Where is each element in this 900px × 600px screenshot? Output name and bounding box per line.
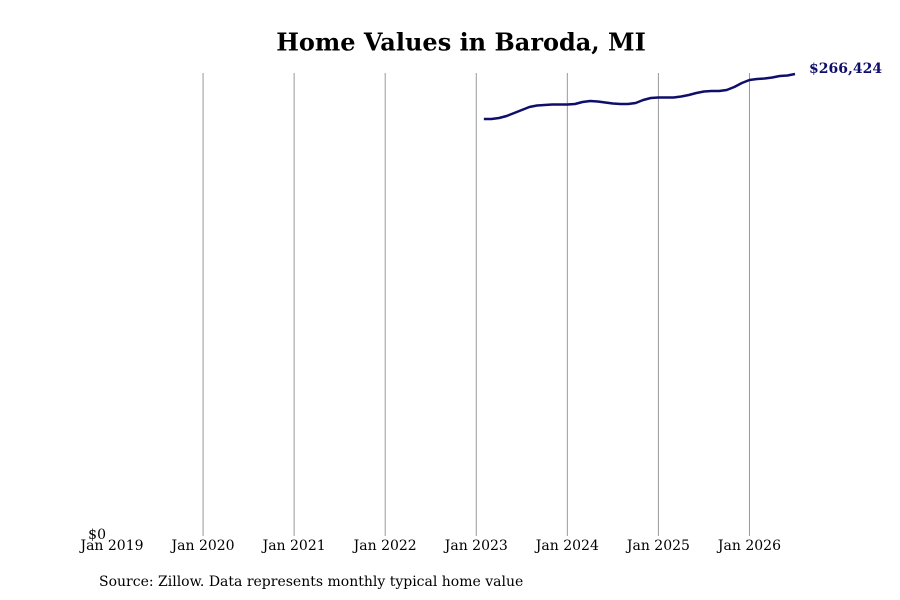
x-tick-label: Jan 2020 (170, 538, 235, 554)
chart-title: Home Values in Baroda, MI (276, 28, 646, 57)
x-tick-label: Jan 2021 (261, 538, 326, 554)
x-tick-label: Jan 2023 (443, 538, 508, 554)
y-tick-label: $0 (88, 527, 106, 543)
x-tick-label: Jan 2025 (625, 538, 690, 554)
x-tick-label: Jan 2022 (352, 538, 417, 554)
x-tick-label: Jan 2026 (716, 538, 781, 554)
source-note: Source: Zillow. Data represents monthly … (99, 574, 523, 590)
x-tick-label: Jan 2024 (534, 538, 599, 554)
end-value-label: $266,424 (809, 61, 882, 77)
x-tick-label: Jan 2019 (78, 538, 143, 554)
line-series (483, 72, 796, 121)
